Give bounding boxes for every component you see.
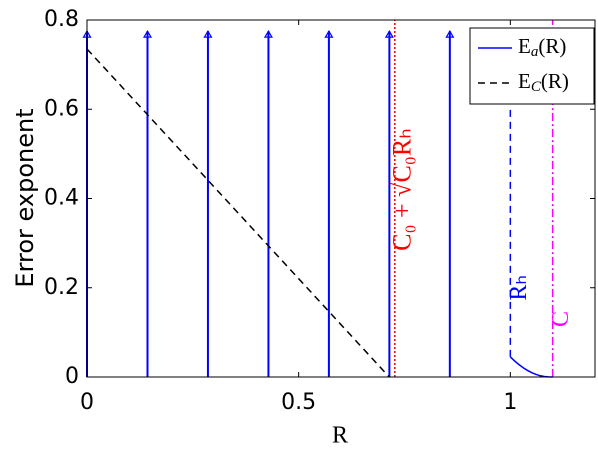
arrow-head [142,29,153,38]
y-axis-label: Error exponent [11,108,39,287]
y-tick-label: 0.8 [44,7,79,32]
plot-frame [86,19,596,378]
y-tick-label: 0 [65,364,79,389]
arrow-head [324,29,334,38]
y-tick-label: 0.4 [44,186,79,211]
series-line [509,356,553,378]
arrow-head [445,29,455,38]
reference-label: C₀ + √C₀Rₕ [388,128,417,251]
y-tick-label: 0.2 [44,275,79,300]
reference-label: Rₕ [506,275,532,301]
arrow-head [384,29,394,38]
x-axis-label: R [332,423,348,449]
y-tick-label: 0.6 [44,96,79,121]
legend-label: Ea(R) [518,34,566,61]
arrow-head [203,29,213,38]
legend-box [469,27,595,105]
arrow-head [263,29,273,38]
reference-label: C [548,311,574,327]
legend-label: EC(R) [518,69,569,96]
x-tick-label: 1 [503,390,517,415]
x-tick-label: 0 [80,390,94,415]
x-tick-label: 0.5 [281,390,316,415]
series-line [86,48,390,378]
